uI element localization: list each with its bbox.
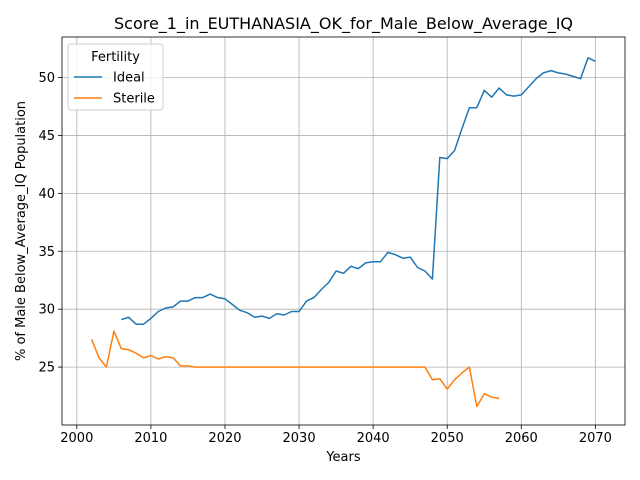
x-tick-label: 2070	[579, 431, 612, 446]
legend: Fertility Ideal Sterile	[67, 43, 164, 111]
chart-title: Score_1_in_EUTHANASIA_OK_for_Male_Below_…	[114, 14, 573, 34]
legend-label-sterile: Sterile	[113, 92, 155, 107]
x-tick-label: 2000	[60, 431, 93, 446]
series-line-ideal	[121, 57, 596, 325]
x-tick-label: 2060	[505, 431, 538, 446]
x-axis-label: Years	[325, 450, 361, 465]
y-tick-label: 50	[38, 71, 55, 86]
series-lines	[90, 57, 596, 408]
y-tick-label: 40	[38, 187, 55, 202]
x-tick-label: 2010	[134, 431, 167, 446]
y-axis-label: % of Male Below_Average_IQ Population	[14, 101, 29, 361]
legend-title: Fertility	[91, 50, 140, 65]
y-axis: 25 30 35 40 45 50	[38, 71, 62, 376]
y-tick-label: 30	[38, 303, 55, 318]
y-tick-label: 25	[38, 361, 55, 376]
grid-lines	[62, 37, 625, 425]
x-tick-label: 2020	[208, 431, 241, 446]
x-tick-label: 2050	[431, 431, 464, 446]
x-tick-label: 2040	[357, 431, 390, 446]
x-axis: 2000 2010 2020 2030 2040 2050 2060 2070	[60, 425, 612, 446]
legend-box	[67, 43, 164, 111]
y-tick-label: 45	[38, 129, 55, 144]
legend-label-ideal: Ideal	[113, 71, 145, 86]
y-tick-label: 35	[38, 245, 55, 260]
plot-frame	[61, 36, 626, 426]
legend-items: Ideal Sterile	[74, 71, 155, 107]
series-line-sterile	[90, 330, 500, 408]
x-tick-label: 2030	[283, 431, 316, 446]
